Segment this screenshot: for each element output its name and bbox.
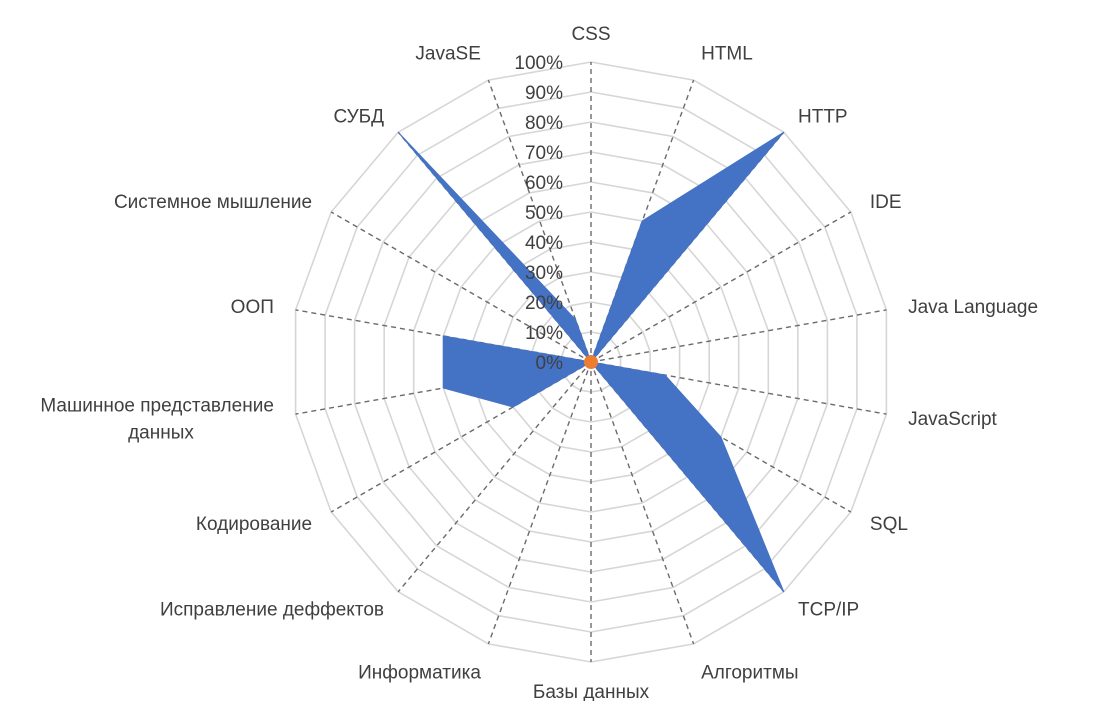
tick-label: 90% <box>525 83 563 104</box>
tick-label: 40% <box>525 233 563 254</box>
category-label: Java Language <box>908 297 1038 318</box>
axis-spoke <box>590 309 887 363</box>
tick-label: 100% <box>514 53 563 74</box>
center-marker <box>584 355 598 369</box>
grid-ring <box>353 121 829 603</box>
category-label: Исправление деффектов <box>160 600 384 621</box>
category-label: ООП <box>231 297 274 318</box>
axis-spoke <box>487 79 592 363</box>
category-labels: CSS HTML HTTP IDE Java Language JavaScript SQL… <box>40 24 1038 701</box>
axis-spoke <box>397 361 592 593</box>
category-label: CSS <box>571 24 610 45</box>
category-label: HTML <box>701 43 753 64</box>
category-label: Машинное представление данных <box>40 395 274 443</box>
category-label: IDE <box>870 192 902 213</box>
tick-label: 60% <box>525 173 563 194</box>
category-label: СУБД <box>334 106 385 127</box>
category-label: Кодирование <box>196 514 312 535</box>
category-label: JavaSE <box>415 43 480 64</box>
tick-label: 70% <box>525 143 563 164</box>
category-label: Базы данных <box>533 682 650 701</box>
radar-series <box>397 131 785 593</box>
radial-tick-labels: 0% 10% 20% 30% 40% 50% 60% 70% 80% 90% 100% <box>514 53 563 374</box>
axis-spoke <box>330 211 592 363</box>
axis-spoke <box>487 361 592 645</box>
tick-label: 20% <box>525 293 563 314</box>
axis-spoke <box>590 211 852 363</box>
tick-label: 0% <box>536 353 564 374</box>
axis-spoke <box>590 361 695 645</box>
category-label: TCP/IP <box>798 600 859 621</box>
grid-ring <box>531 301 651 423</box>
category-label: Системное мышление <box>114 192 312 213</box>
category-label: Информатика <box>358 663 481 684</box>
category-label: Алгоритмы <box>701 663 798 684</box>
tick-label: 10% <box>525 323 563 344</box>
tick-label: 30% <box>525 263 563 284</box>
category-label: SQL <box>870 514 908 535</box>
tick-label: 50% <box>525 203 563 224</box>
tick-label: 80% <box>525 113 563 134</box>
category-label: JavaScript <box>908 409 997 430</box>
category-label: HTTP <box>798 106 848 127</box>
grid-ring <box>442 211 740 513</box>
